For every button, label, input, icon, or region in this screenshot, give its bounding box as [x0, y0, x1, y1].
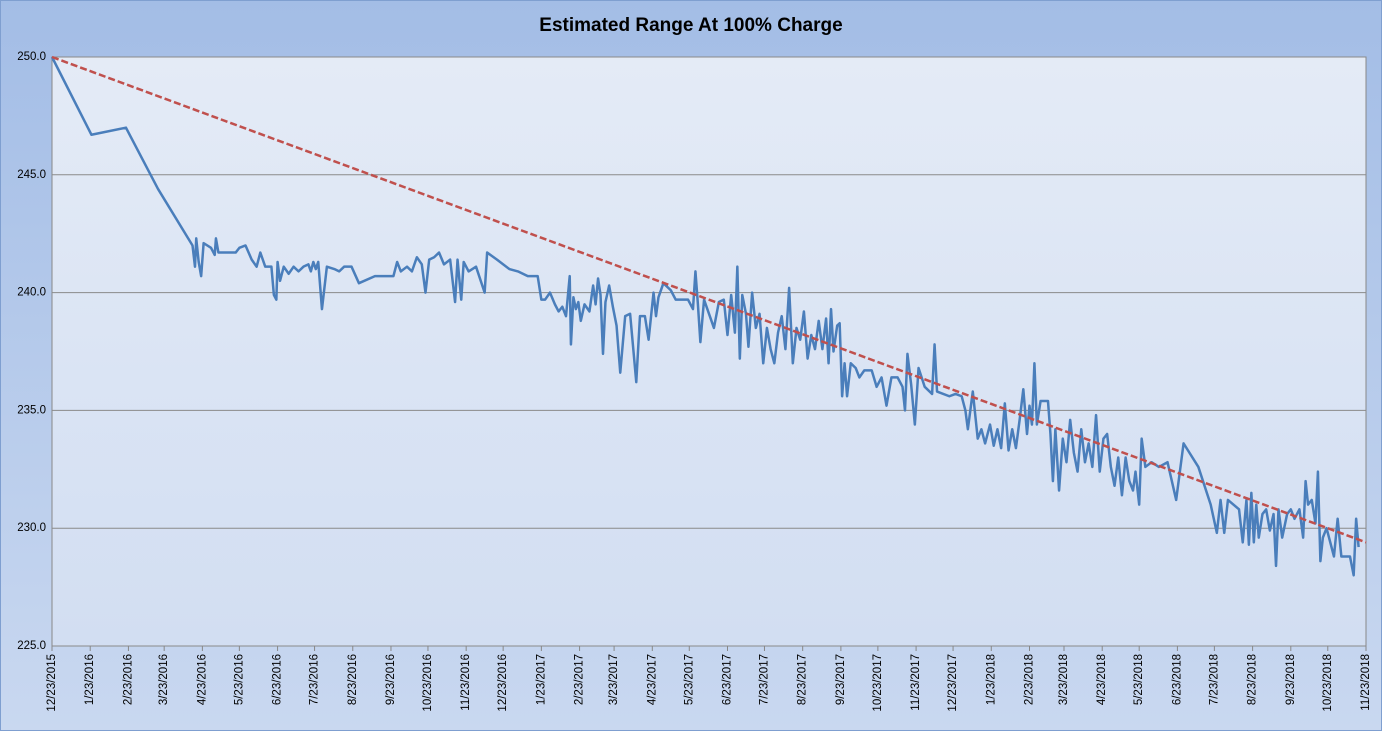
x-tick-label: 4/23/2017 — [646, 654, 658, 705]
x-tick-label: 3/23/2018 — [1058, 654, 1070, 705]
x-tick-label: 1/23/2017 — [535, 654, 547, 705]
x-tick-label: 5/23/2016 — [233, 654, 245, 705]
x-tick-label: 9/23/2018 — [1285, 654, 1297, 705]
chart-title: Estimated Range At 100% Charge — [539, 15, 842, 36]
x-tick-label: 9/23/2016 — [385, 654, 397, 705]
plot-area — [51, 56, 1367, 647]
y-tick-label: 230.0 — [17, 522, 46, 534]
trend-line — [51, 55, 1367, 544]
x-tick-label: 5/23/2017 — [683, 654, 695, 705]
x-tick-label: 1/23/2016 — [84, 654, 96, 705]
x-tick-label: 10/23/2018 — [1322, 654, 1334, 712]
x-tick-label: 4/23/2016 — [196, 654, 208, 705]
x-tick-label: 9/23/2017 — [835, 654, 847, 705]
x-tick-label: 6/23/2018 — [1171, 654, 1183, 705]
x-tick-label: 11/23/2017 — [910, 654, 922, 711]
x-tick-label: 11/23/2016 — [460, 654, 472, 711]
y-tick-label: 235.0 — [17, 404, 46, 416]
x-tick-label: 5/23/2018 — [1133, 654, 1145, 705]
y-tick-label: 240.0 — [17, 287, 46, 299]
x-tick-label: 12/23/2015 — [46, 654, 58, 712]
x-tick-label: 6/23/2017 — [722, 654, 734, 705]
x-tick-label: 12/23/2017 — [947, 654, 959, 712]
x-tick-label: 7/23/2017 — [759, 654, 771, 705]
x-tick-label: 10/23/2016 — [422, 654, 434, 712]
y-tick-label: 250.0 — [17, 51, 46, 63]
x-tick-label: 2/23/2016 — [122, 654, 134, 705]
x-tick-label: 11/23/2018 — [1360, 654, 1372, 711]
x-tick-label: 8/23/2017 — [797, 654, 809, 705]
x-tick-label: 7/23/2016 — [309, 654, 321, 705]
x-tick-label: 3/23/2016 — [158, 654, 170, 705]
x-tick-label: 7/23/2018 — [1208, 654, 1220, 705]
x-tick-label: 6/23/2016 — [272, 654, 284, 705]
x-tick-label: 2/23/2017 — [574, 654, 586, 705]
y-tick-label: 225.0 — [17, 640, 46, 652]
x-tick-label: 8/23/2018 — [1247, 654, 1259, 705]
y-tick-label: 245.0 — [17, 169, 46, 181]
x-tick-label: 3/23/2017 — [608, 654, 620, 705]
x-tick-label: 8/23/2016 — [347, 654, 359, 705]
x-tick-label: 12/23/2016 — [497, 654, 509, 712]
x-tick-label: 10/23/2017 — [872, 654, 884, 712]
x-tick-label: 2/23/2018 — [1024, 654, 1036, 705]
x-tick-label: 4/23/2018 — [1096, 654, 1108, 705]
x-tick-label: 1/23/2018 — [985, 654, 997, 705]
